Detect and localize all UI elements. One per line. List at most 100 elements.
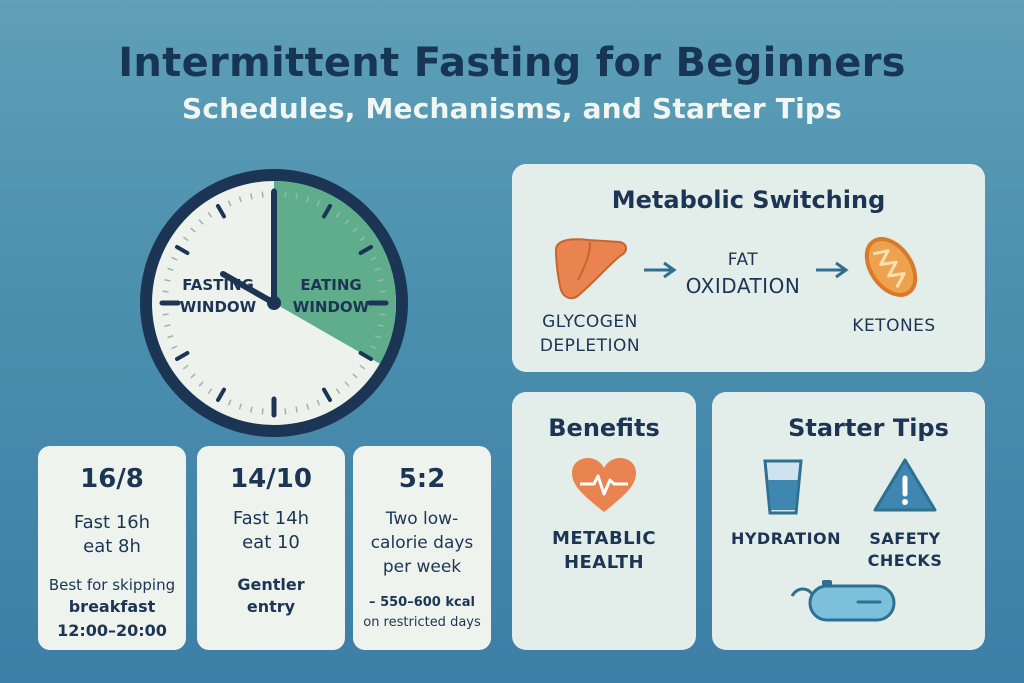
clock-minute-tick xyxy=(295,193,299,200)
mitochondria-icon xyxy=(864,237,918,297)
clock-tick xyxy=(175,245,190,255)
heart-pulse-icon xyxy=(572,458,636,512)
water-glass-icon xyxy=(763,459,803,515)
eating-label-1: EATING xyxy=(300,276,361,294)
clock-minute-tick xyxy=(198,219,204,225)
clock-tick xyxy=(322,387,332,402)
hour-hand xyxy=(220,271,277,306)
schedule-line-1: Fast 14h xyxy=(232,508,310,529)
schedule-line-2: eat 8h xyxy=(83,536,141,557)
schedule-line-2: calorie days xyxy=(370,533,474,553)
clock-minute-tick xyxy=(167,267,174,271)
clock-minute-tick xyxy=(171,256,178,261)
clock-minute-tick xyxy=(377,278,384,282)
clock-minute-tick xyxy=(344,219,350,225)
fat-label-1: FAT xyxy=(727,250,759,270)
clock-minute-tick xyxy=(379,290,386,293)
clock-minute-tick xyxy=(164,278,171,282)
page-title: Intermittent Fasting for Beginners xyxy=(118,40,906,86)
eating-label-2: WINDOW xyxy=(293,298,370,316)
clock-tick xyxy=(358,351,373,361)
clock-tick xyxy=(322,204,332,219)
clock-minute-tick xyxy=(352,227,358,233)
clock-minute-tick xyxy=(207,211,213,218)
clock-minute-tick xyxy=(344,381,350,387)
clock-minute-tick xyxy=(207,388,213,395)
clock-minute-tick xyxy=(374,335,381,339)
clock-tick xyxy=(358,245,373,255)
clock-minute-tick xyxy=(167,335,174,339)
clock-minute-tick xyxy=(374,267,381,271)
clock-minute-tick xyxy=(182,364,189,370)
schedule-line-2: eat 10 xyxy=(242,532,300,553)
schedule-note-3: 12:00–20:00 xyxy=(57,621,167,640)
clock-minute-tick xyxy=(295,406,299,413)
clock-tick xyxy=(216,204,226,219)
schedule-note-2: on restricted days xyxy=(363,615,481,630)
clock-minute-tick xyxy=(182,236,189,242)
clock-minute-tick xyxy=(316,399,321,406)
fasting-label-2: WINDOW xyxy=(180,298,257,316)
ketones-label: KETONES xyxy=(852,316,936,336)
clock-minute-tick xyxy=(284,191,287,198)
schedule-card-5-2: 5:2 Two low- calorie days per week – 550… xyxy=(353,446,491,650)
schedule-note-2: entry xyxy=(246,597,296,616)
clock-icon: FASTING WINDOW EATING WINDOW xyxy=(140,169,408,437)
clock-minute-tick xyxy=(190,373,196,379)
clock-minute-tick xyxy=(316,200,321,207)
schedule-card-14-10: 14/10 Fast 14h eat 10 Gentler entry xyxy=(197,446,345,650)
clock-minute-tick xyxy=(306,196,310,203)
panel-title: Metabolic Switching xyxy=(611,186,886,214)
schedule-note-1: Best for skipping xyxy=(48,576,176,594)
clock-tick xyxy=(175,351,190,361)
liver-icon xyxy=(554,238,627,300)
clock-minute-tick xyxy=(171,345,178,350)
tip-hydration: HYDRATION xyxy=(730,529,842,548)
clock-minute-tick xyxy=(284,408,287,415)
clock-minute-tick xyxy=(162,290,169,293)
clock-minute-tick xyxy=(306,403,310,410)
schedule-line-3: per week xyxy=(382,557,462,577)
clock-minute-tick xyxy=(164,324,171,328)
clock-minute-tick xyxy=(249,193,253,200)
schedule-name: 16/8 xyxy=(80,464,144,494)
schedule-note-2: breakfast xyxy=(68,597,156,616)
glycogen-label-1: GLYCOGEN xyxy=(542,312,638,332)
clock-minute-tick xyxy=(249,406,253,413)
schedule-line-1: Two low- xyxy=(385,509,459,529)
schedule-name: 14/10 xyxy=(230,464,312,494)
schedule-note-1: – 550–600 kcal xyxy=(369,595,475,610)
panel-title: Starter Tips xyxy=(788,414,949,442)
clock-minute-tick xyxy=(370,345,377,350)
clock-minute-tick xyxy=(198,381,204,387)
clock-minute-tick xyxy=(227,200,232,207)
clock-minute-tick xyxy=(162,313,169,316)
clock-minute-tick xyxy=(352,373,358,379)
tip-safety-1: SAFETY xyxy=(869,529,941,548)
benefit-label-1: METABLIC xyxy=(551,528,657,549)
panel-title: Benefits xyxy=(548,414,660,442)
clock-minute-tick xyxy=(238,403,242,410)
fat-label-2: OXIDATION xyxy=(685,274,801,298)
warning-icon xyxy=(873,458,937,512)
tip-safety-2: CHECKS xyxy=(867,551,943,570)
schedule-name: 5:2 xyxy=(398,464,446,494)
clock-minute-tick xyxy=(370,256,377,261)
starter-tips-panel: Starter Tips HYDRATION SAFETY CHECKS xyxy=(712,392,985,650)
clock-minute-tick xyxy=(377,324,384,328)
clock-minute-tick xyxy=(379,313,386,316)
clock-tick xyxy=(216,387,226,402)
benefits-panel: Benefits METABLIC HEALTH xyxy=(512,392,696,650)
glycogen-label-2: DEPLETION xyxy=(539,336,641,356)
clock-minute-tick xyxy=(359,236,366,242)
clock-minute-tick xyxy=(335,388,341,395)
schedule-card-16-8: 16/8 Fast 16h eat 8h Best for skipping b… xyxy=(38,446,186,650)
fasting-label-1: FASTING xyxy=(182,276,254,294)
schedule-line-1: Fast 16h xyxy=(73,512,151,533)
schedule-note-1: Gentler xyxy=(237,575,305,594)
clock-minute-tick xyxy=(261,408,264,415)
clock-minute-tick xyxy=(238,196,242,203)
clock-minute-tick xyxy=(359,364,366,370)
clock-minute-tick xyxy=(190,227,196,233)
scale-icon xyxy=(790,580,896,622)
